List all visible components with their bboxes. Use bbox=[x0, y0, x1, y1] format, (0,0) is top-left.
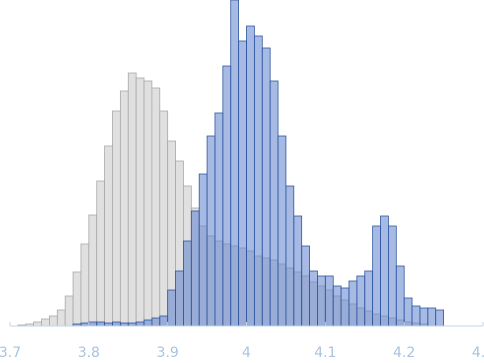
histogram-bar bbox=[332, 285, 342, 327]
histogram-bar bbox=[403, 297, 413, 327]
histogram-bar bbox=[127, 72, 137, 327]
histogram-bar bbox=[348, 280, 358, 327]
histogram-bar bbox=[317, 275, 326, 327]
histogram-bar bbox=[112, 110, 121, 327]
histogram-bar bbox=[427, 307, 437, 327]
x-tick-label: 3.9 bbox=[157, 345, 179, 361]
histogram-bar bbox=[190, 210, 200, 327]
histogram-bar bbox=[340, 287, 350, 327]
histogram-bar bbox=[135, 77, 145, 327]
x-tick-label: 3.8 bbox=[78, 345, 100, 361]
histogram-bar bbox=[41, 318, 50, 327]
histogram-bar bbox=[419, 307, 429, 327]
histogram-bar bbox=[253, 35, 263, 327]
histogram-bar bbox=[72, 271, 82, 327]
histogram-bar bbox=[285, 185, 295, 327]
histogram-bar bbox=[104, 145, 113, 327]
histogram-bar bbox=[183, 240, 192, 327]
histogram-bar bbox=[269, 80, 279, 327]
histogram-bar bbox=[49, 315, 58, 327]
histogram-bar bbox=[151, 317, 161, 327]
x-tick-label: 4.2 bbox=[393, 345, 415, 361]
histogram-bar bbox=[387, 225, 397, 327]
histogram-bar bbox=[175, 270, 184, 327]
histogram-bar bbox=[277, 135, 287, 327]
histogram-bar bbox=[238, 40, 247, 327]
histogram-bar bbox=[293, 215, 303, 327]
histogram-bar bbox=[324, 275, 334, 327]
histogram-bar bbox=[395, 265, 405, 327]
histogram-bar bbox=[356, 275, 366, 327]
histogram-bar bbox=[135, 321, 145, 327]
histogram-bar bbox=[159, 110, 169, 327]
histogram-bar bbox=[222, 65, 232, 327]
x-tick-label: 4 bbox=[242, 345, 251, 361]
x-tick-label: 3.7 bbox=[0, 345, 21, 361]
histogram-bar bbox=[33, 321, 42, 327]
histogram-bar bbox=[167, 289, 176, 327]
x-tick-label: 4.3 bbox=[472, 345, 484, 361]
histogram-bar bbox=[151, 87, 161, 327]
histogram-bar bbox=[380, 215, 389, 327]
histogram-bar bbox=[143, 80, 153, 327]
histogram-bar bbox=[64, 295, 74, 327]
histogram-bar bbox=[96, 180, 106, 327]
histogram-bar bbox=[206, 135, 216, 327]
histogram-bar bbox=[80, 243, 90, 327]
histogram-bar bbox=[198, 173, 208, 327]
x-tick-label: 4.1 bbox=[314, 345, 336, 361]
histogram-bar bbox=[364, 270, 374, 327]
histogram-bar bbox=[56, 309, 66, 327]
histogram-bar bbox=[309, 270, 318, 327]
histogram-bar bbox=[88, 214, 98, 327]
histogram-bar bbox=[372, 225, 381, 327]
histogram-bar bbox=[119, 90, 129, 327]
histogram-bar bbox=[411, 305, 421, 327]
histogram-bar bbox=[301, 245, 310, 327]
histogram-bar bbox=[96, 321, 106, 327]
histogram-bar bbox=[159, 315, 169, 327]
histogram-bar bbox=[112, 321, 121, 327]
histogram-bar bbox=[261, 47, 271, 327]
histogram-bar bbox=[88, 321, 98, 327]
histogram-bar bbox=[435, 309, 444, 327]
histogram-bar bbox=[246, 25, 255, 327]
histogram-bar bbox=[214, 112, 224, 327]
histogram-bar bbox=[143, 319, 153, 327]
histogram-bar bbox=[230, 0, 240, 327]
